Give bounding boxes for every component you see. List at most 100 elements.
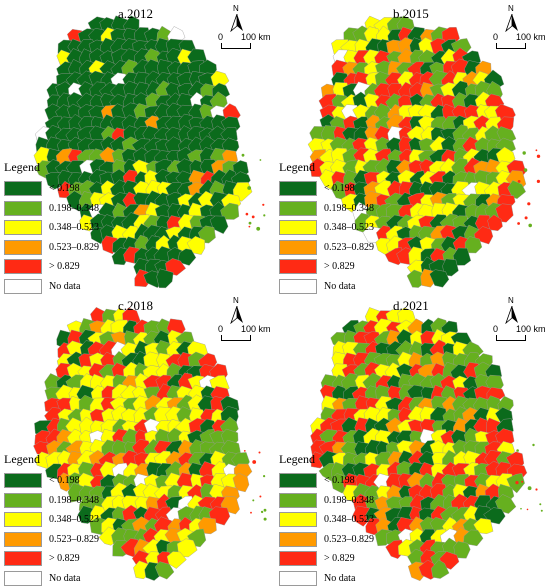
legend-item: > 0.829 — [4, 549, 104, 569]
compass-and-scale: N 0 100 km — [218, 4, 273, 52]
legend-item: 0.198–0.348 — [4, 491, 104, 511]
legend-item: 0.348–0.523 — [4, 510, 104, 530]
legend-swatch — [279, 493, 317, 508]
legend-label: 0.348–0.523 — [324, 222, 374, 233]
island — [517, 222, 520, 225]
legend-item: 0.523–0.829 — [4, 530, 104, 550]
legend-label: < 0.198 — [324, 475, 355, 486]
legend-label: > 0.829 — [49, 553, 80, 564]
legend-swatch — [279, 532, 317, 547]
island — [520, 508, 522, 510]
island — [264, 509, 267, 512]
legend: Legend < 0.198 0.198–0.348 0.348–0.523 0… — [279, 160, 379, 296]
legend-item: < 0.198 — [279, 179, 379, 199]
scale-bar-line — [496, 335, 526, 341]
scale-distance-label: 100 km — [241, 32, 271, 42]
island — [515, 481, 518, 484]
island — [532, 444, 534, 446]
island — [242, 154, 245, 157]
island — [527, 202, 530, 205]
legend-swatch — [279, 220, 317, 235]
island — [523, 151, 526, 154]
legend-label: < 0.198 — [49, 183, 80, 194]
legend-swatch — [279, 240, 317, 255]
legend-swatch — [279, 551, 317, 566]
island — [259, 496, 261, 498]
scale-bar: 0 100 km — [493, 324, 548, 344]
legend-item: 0.198–0.348 — [279, 199, 379, 219]
legend-label: 0.523–0.829 — [49, 242, 99, 253]
legend-label: < 0.198 — [49, 475, 80, 486]
panel-title: a.2012 — [118, 6, 153, 22]
legend-swatch — [279, 259, 317, 274]
legend-label: > 0.829 — [324, 553, 355, 564]
legend-label: 0.198–0.348 — [49, 495, 99, 506]
legend-item: 0.348–0.523 — [279, 510, 379, 530]
island — [261, 511, 263, 513]
island — [537, 155, 540, 158]
legend-label: 0.523–0.829 — [324, 534, 374, 545]
panel-title: c.2018 — [118, 298, 153, 314]
legend-title: Legend — [4, 452, 104, 467]
map-panel-2021: d.2021 N 0 100 km Legend < 0.198 0.198–0… — [275, 292, 550, 583]
island — [260, 159, 262, 161]
legend-swatch — [279, 473, 317, 488]
compass-and-scale: N 0 100 km — [218, 296, 273, 344]
legend-swatch — [4, 551, 42, 566]
legend-swatch — [279, 571, 317, 586]
island — [256, 227, 260, 231]
island — [247, 186, 251, 190]
island — [524, 168, 528, 172]
legend-swatch — [4, 571, 42, 586]
legend-label: No data — [49, 281, 80, 292]
north-label: N — [233, 4, 239, 13]
panel-title: b.2015 — [393, 6, 429, 22]
map-panel-2018: c.2018 N 0 100 km Legend < 0.198 0.198–0… — [0, 292, 275, 583]
island — [536, 149, 538, 151]
scale-bar: 0 100 km — [218, 324, 273, 344]
north-arrow-icon — [505, 14, 519, 32]
legend-title: Legend — [279, 452, 379, 467]
map-panel-2012: a.2012 N 0 100 km Legend < 0.198 0.198–0… — [0, 0, 275, 291]
legend-swatch — [4, 201, 42, 216]
scale-bar-line — [221, 335, 251, 341]
island — [249, 222, 252, 225]
island — [246, 213, 249, 216]
legend-label: 0.523–0.829 — [49, 534, 99, 545]
scale-zero-label: 0 — [493, 324, 498, 334]
legend-label: No data — [49, 573, 80, 584]
legend-label: 0.348–0.523 — [49, 514, 99, 525]
legend-swatch — [279, 201, 317, 216]
legend-item: > 0.829 — [4, 257, 104, 277]
island — [249, 226, 251, 228]
legend-title: Legend — [279, 160, 379, 175]
legend-label: 0.348–0.523 — [324, 514, 374, 525]
island — [252, 216, 255, 219]
legend-swatch — [4, 493, 42, 508]
legend-item: 0.523–0.829 — [279, 530, 379, 550]
legend-label: > 0.829 — [324, 261, 355, 272]
legend-item: No data — [4, 569, 104, 588]
legend-swatch — [4, 220, 42, 235]
legend-label: No data — [324, 573, 355, 584]
north-arrow-icon — [230, 306, 244, 324]
legend-label: < 0.198 — [324, 183, 355, 194]
island — [541, 510, 543, 512]
legend-swatch — [279, 181, 317, 196]
legend-item: 0.523–0.829 — [4, 238, 104, 258]
scale-bar: 0 100 km — [218, 32, 273, 52]
legend-label: 0.523–0.829 — [324, 242, 374, 253]
legend-item: > 0.829 — [279, 257, 379, 277]
legend: Legend < 0.198 0.198–0.348 0.348–0.523 0… — [4, 452, 104, 588]
legend-item: 0.348–0.523 — [279, 218, 379, 238]
island — [252, 499, 254, 501]
legend-swatch — [4, 532, 42, 547]
panel-title: d.2021 — [393, 298, 429, 314]
legend-item: < 0.198 — [279, 471, 379, 491]
legend-title: Legend — [4, 160, 104, 175]
legend-item: 0.198–0.348 — [279, 491, 379, 511]
legend-item: > 0.829 — [279, 549, 379, 569]
scale-bar-line — [221, 43, 251, 49]
legend-swatch — [279, 512, 317, 527]
scale-distance-label: 100 km — [516, 324, 546, 334]
